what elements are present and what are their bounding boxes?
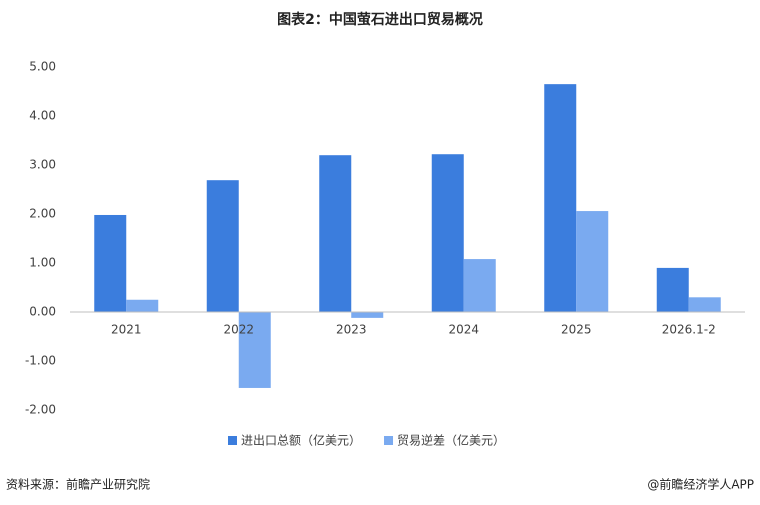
bar [463, 259, 496, 312]
legend-swatch [228, 436, 237, 445]
x-tick-label: 2026.1-2 [662, 323, 716, 337]
x-tick-label: 2021 [111, 323, 142, 337]
x-tick-label: 2024 [448, 323, 479, 337]
bar [94, 214, 127, 312]
y-tick-label: -2.00 [25, 403, 56, 417]
bar [576, 211, 609, 312]
x-tick-label: 2023 [336, 323, 367, 337]
x-tick-label: 2022 [223, 323, 254, 337]
bar [688, 297, 721, 312]
bar [431, 154, 464, 312]
bar [656, 267, 689, 312]
y-tick-label: 0.00 [29, 305, 56, 319]
y-tick-label: 1.00 [29, 256, 56, 270]
x-tick-label: 2025 [561, 323, 592, 337]
bar [544, 84, 577, 313]
bar [126, 299, 159, 312]
bar [319, 155, 352, 312]
y-tick-label: 3.00 [29, 158, 56, 172]
y-tick-label: 4.00 [29, 109, 56, 123]
legend-label: 贸易逆差（亿美元） [397, 433, 505, 448]
legend-swatch [384, 436, 394, 445]
legend-label: 进出口总额（亿美元） [241, 433, 361, 448]
y-tick-label: -1.00 [25, 354, 56, 368]
source: 资料来源：前瞻产业研究院 [6, 477, 150, 492]
y-tick-label: 2.00 [29, 207, 56, 221]
bar [206, 180, 239, 312]
bar [238, 312, 271, 388]
bar [351, 312, 384, 318]
chart-title: 图表2：中国萤石进出口贸易概况 [277, 11, 483, 28]
y-tick-label: 5.00 [29, 60, 56, 74]
credit: @前瞻经济学人APP [647, 477, 754, 492]
